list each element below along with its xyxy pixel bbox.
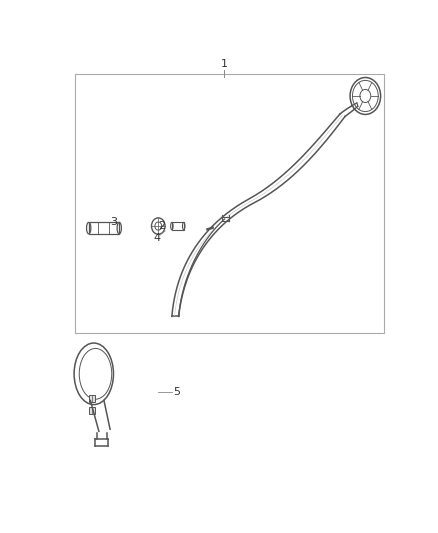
Text: 4: 4 [153,233,160,244]
Text: 5: 5 [173,387,180,397]
Bar [88,222,119,234]
Text: 3: 3 [111,217,118,227]
Bar [172,222,184,230]
Bar [89,407,95,415]
Bar [89,395,95,402]
Text: 1: 1 [221,59,228,69]
Text: 2: 2 [158,221,165,231]
Bar [75,74,384,333]
